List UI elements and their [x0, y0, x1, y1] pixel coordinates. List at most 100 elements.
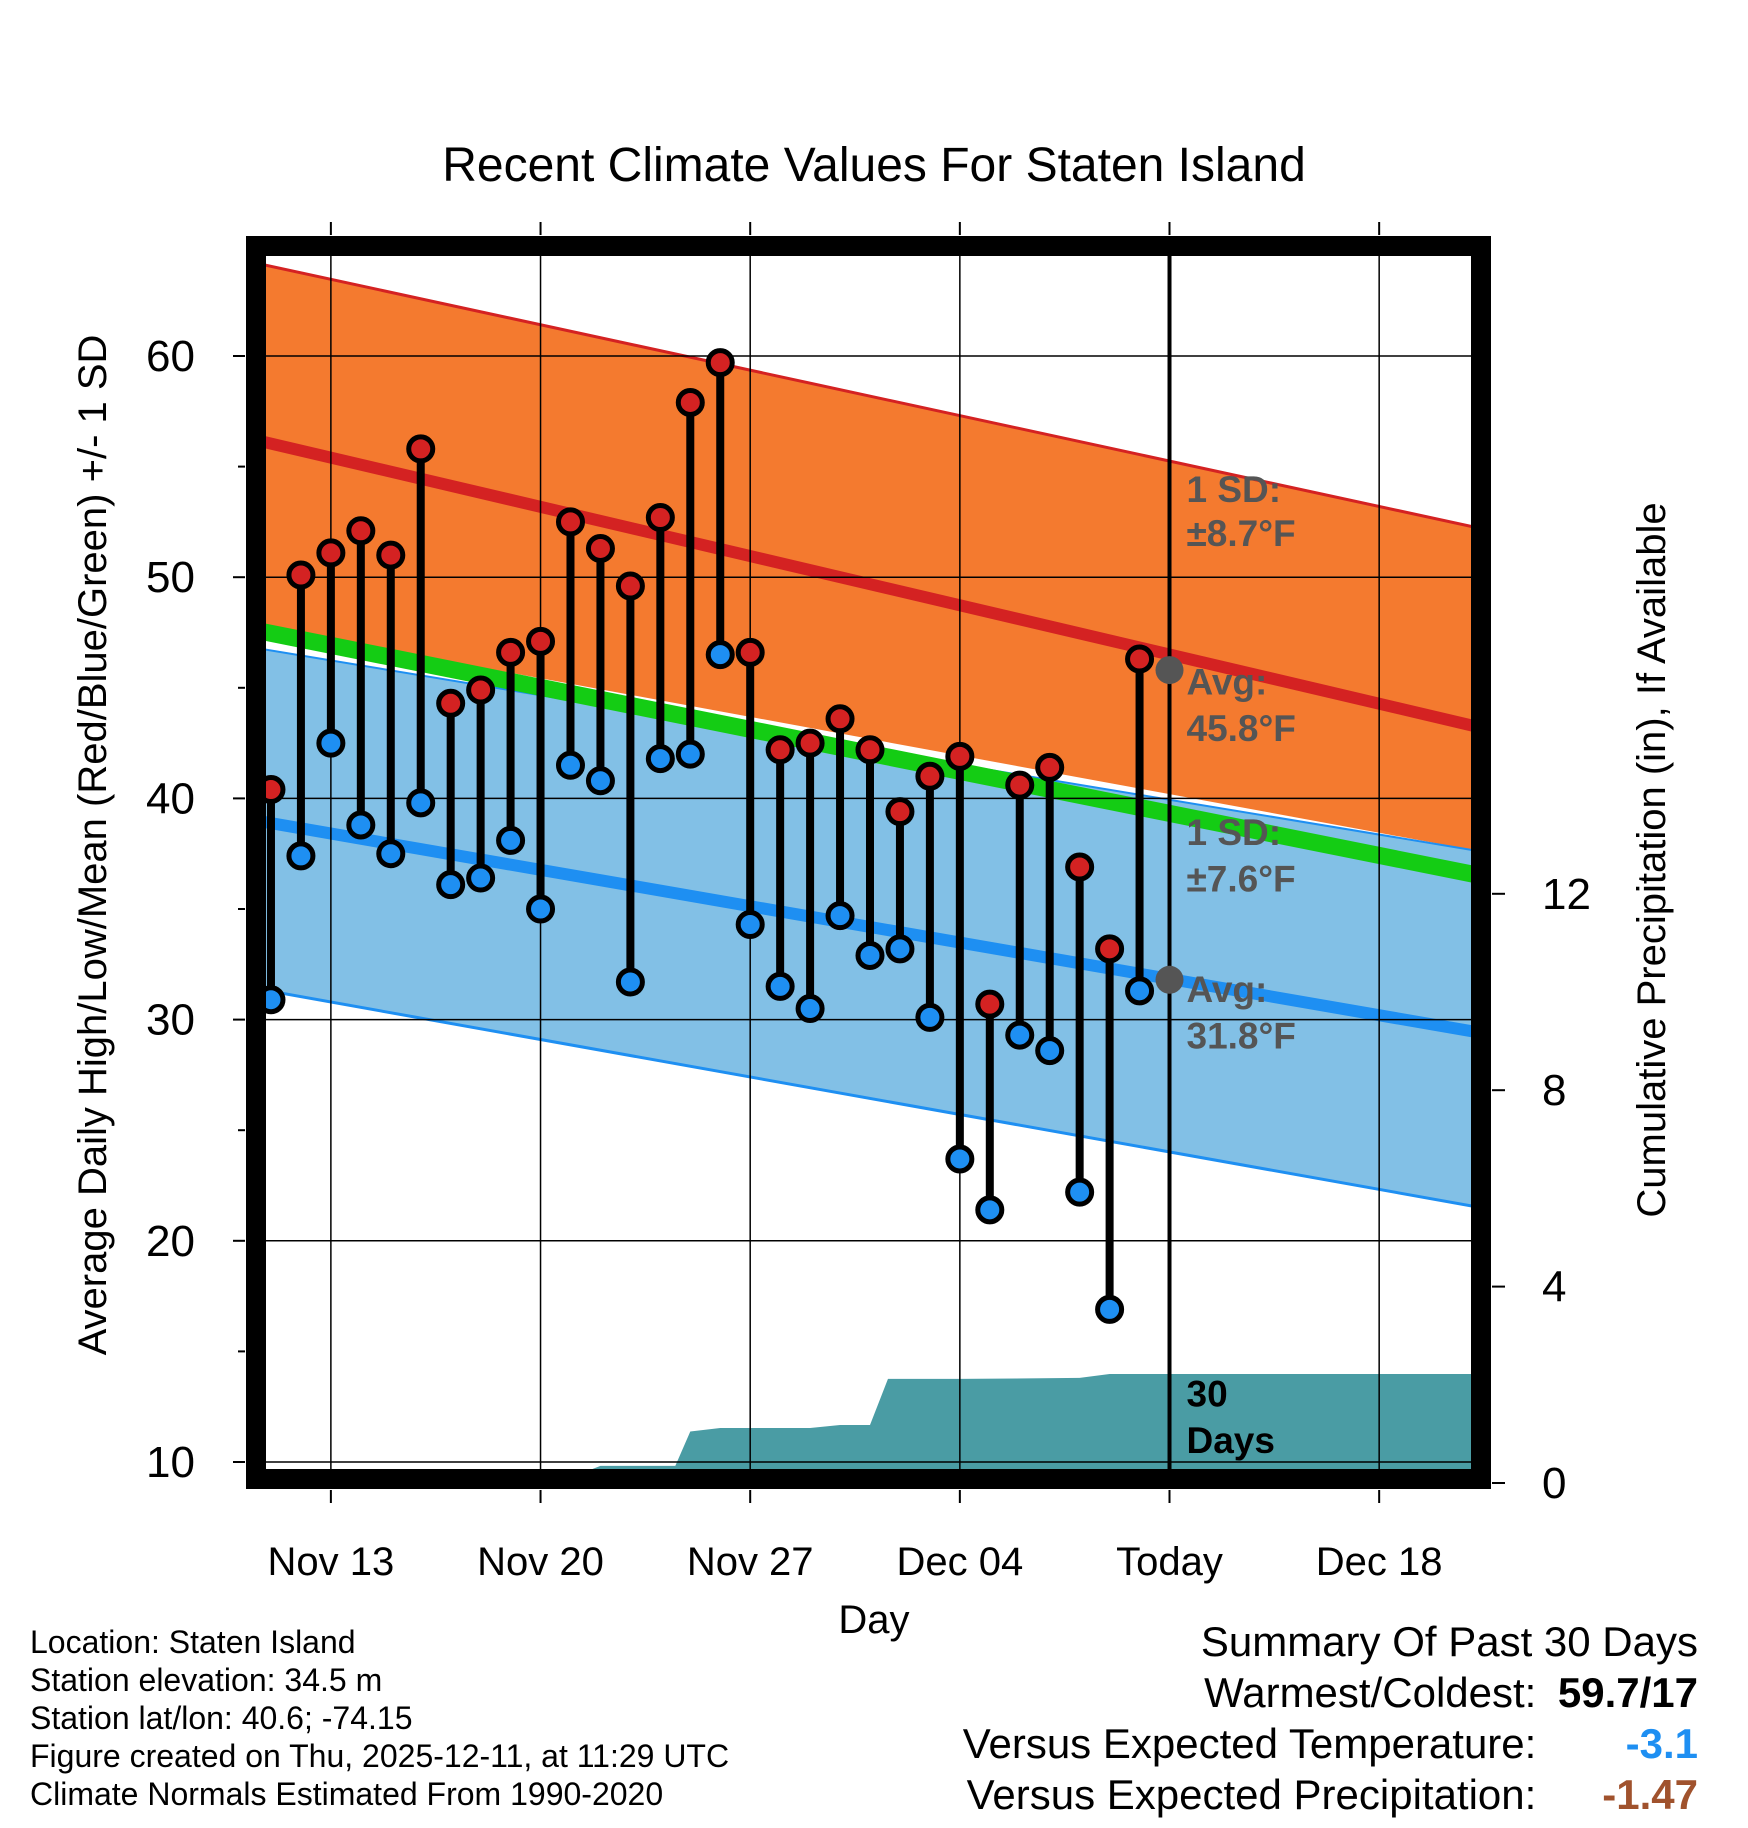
high-upper-sd-line — [256, 261, 1481, 531]
latlon-text: Station lat/lon: 40.6; -74.15 — [30, 1700, 413, 1736]
warm-cold-label: Warmest/Coldest: — [1204, 1669, 1537, 1716]
daily-high-point — [1065, 852, 1095, 882]
daily-low-point — [1005, 1020, 1035, 1050]
daily-low-point — [555, 750, 585, 780]
daily-high-point — [1035, 752, 1065, 782]
daily-low-point — [1125, 976, 1155, 1006]
daily-high-point — [286, 560, 316, 590]
high-sd-band — [256, 263, 1481, 852]
summary-warm-cold: Warmest/Coldest: 59.7/17 — [963, 1667, 1698, 1718]
daily-high-point — [316, 538, 346, 568]
y2-tick-label: 8 — [1542, 1066, 1566, 1115]
daily-high-point — [795, 728, 825, 758]
warm-cold-value: 59.7/17 — [1557, 1669, 1698, 1716]
daily-low-point — [1095, 1294, 1125, 1324]
precip-days-label-2: Days — [1187, 1420, 1275, 1461]
daily-low-point — [825, 901, 855, 931]
daily-high-point — [915, 761, 945, 791]
daily-low-point — [526, 894, 556, 924]
daily-high-point — [346, 516, 376, 546]
elevation-text: Station elevation: 34.5 m — [30, 1662, 383, 1698]
summary-heading: Summary Of Past 30 Days — [1200, 1618, 1698, 1665]
location-text: Location: Staten Island — [30, 1624, 356, 1660]
daily-high-point — [496, 637, 526, 667]
y2-tick-label: 0 — [1542, 1459, 1566, 1508]
summary-temp: Versus Expected Temperature: -3.1 — [963, 1718, 1698, 1769]
precip-days-label: 30 — [1187, 1374, 1228, 1415]
daily-low-point — [885, 934, 915, 964]
daily-high-point — [705, 348, 735, 378]
daily-low-point — [1035, 1036, 1065, 1066]
daily-high-point — [735, 637, 765, 667]
daily-high-point — [1095, 934, 1125, 964]
normals-text: Climate Normals Estimated From 1990-2020 — [30, 1776, 664, 1812]
daily-low-point — [466, 863, 496, 893]
daily-low-point — [945, 1144, 975, 1174]
daily-high-point — [885, 797, 915, 827]
low-avg-label: Avg: — [1187, 969, 1268, 1010]
y-tick-label: 60 — [146, 332, 195, 381]
daily-high-point — [1125, 644, 1155, 674]
daily-low-point — [496, 825, 526, 855]
high-avg-value: 45.8°F — [1187, 708, 1296, 749]
daily-high-point — [555, 507, 585, 537]
summary-precip: Versus Expected Precipitation: -1.47 — [963, 1769, 1698, 1820]
daily-low-point — [585, 766, 615, 796]
daily-high-point — [975, 989, 1005, 1019]
high-normal-line — [256, 434, 1481, 734]
daily-high-point — [585, 533, 615, 563]
y-tick-label: 10 — [146, 1438, 195, 1487]
daily-low-point — [795, 994, 825, 1024]
high-avg-label: Avg: — [1187, 661, 1268, 702]
low-sd-label: 1 SD: — [1187, 812, 1282, 853]
y-tick-label: 40 — [146, 774, 195, 823]
y2-tick-label: 12 — [1542, 870, 1591, 919]
daily-high-point — [376, 540, 406, 570]
daily-high-point — [1005, 770, 1035, 800]
x-tick-label: Dec 18 — [1316, 1540, 1443, 1584]
y-axis-label: Average Daily High/Low/Mean (Red/Blue/Gr… — [71, 335, 115, 1356]
daily-low-point — [645, 744, 675, 774]
daily-high-point — [765, 735, 795, 765]
daily-low-point — [286, 841, 316, 871]
x-tick-label: Dec 04 — [896, 1540, 1023, 1584]
station-info: Location: Staten Island Station elevatio… — [30, 1623, 729, 1813]
daily-high-point — [406, 434, 436, 464]
x-tick-label: Nov 13 — [268, 1540, 395, 1584]
daily-low-point — [855, 940, 885, 970]
temp-departure-value: -3.1 — [1625, 1720, 1698, 1767]
low-lower-sd-line — [256, 987, 1481, 1210]
daily-low-point — [406, 788, 436, 818]
high-avg-marker — [1155, 656, 1184, 685]
daily-high-point — [855, 735, 885, 765]
low-avg-value: 31.8°F — [1187, 1015, 1296, 1056]
x-tick-label: Nov 27 — [687, 1540, 814, 1584]
y2-tick-label: 4 — [1542, 1263, 1566, 1312]
low-sd-value: ±7.6°F — [1187, 858, 1296, 899]
chart-title: Recent Climate Values For Staten Island — [442, 139, 1306, 192]
daily-low-point — [675, 739, 705, 769]
daily-high-point — [526, 626, 556, 656]
daily-low-point — [1065, 1177, 1095, 1207]
daily-low-point — [765, 971, 795, 1001]
y-tick-label: 30 — [146, 996, 195, 1045]
daily-high-point — [945, 741, 975, 771]
high-sd-label: 1 SD: — [1187, 469, 1282, 510]
plot-frame — [246, 236, 1491, 1489]
daily-low-point — [735, 909, 765, 939]
x-axis-label: Day — [838, 1598, 909, 1642]
precip-departure-label: Versus Expected Precipitation: — [966, 1771, 1537, 1818]
daily-low-point — [436, 870, 466, 900]
x-tick-label: Nov 20 — [477, 1540, 604, 1584]
daily-low-point — [376, 839, 406, 869]
high-sd-value: ±8.7°F — [1187, 513, 1296, 554]
precip-area — [256, 1373, 1481, 1479]
y2-axis-label: Cumulative Precipitation (in), If Availa… — [1630, 502, 1674, 1217]
daily-low-point — [615, 967, 645, 997]
daily-low-point — [915, 1002, 945, 1032]
temp-departure-label: Versus Expected Temperature: — [962, 1720, 1537, 1767]
daily-high-point — [436, 688, 466, 718]
y-tick-label: 50 — [146, 553, 195, 602]
